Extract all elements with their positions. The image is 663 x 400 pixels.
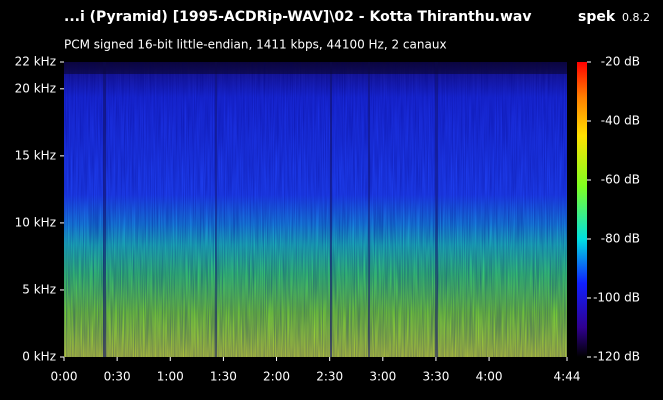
x-tick-label: 4:00: [476, 370, 503, 384]
spectrogram-texture: [64, 62, 567, 357]
color-bar-label: -100 dB: [593, 291, 640, 305]
y-tick-label: 20 kHz: [15, 81, 56, 95]
x-tick-label: 1:30: [210, 370, 237, 384]
color-bar-label: -120 dB: [593, 350, 640, 364]
x-tick-label: 1:00: [157, 370, 184, 384]
x-tick-label: 4:44: [554, 370, 581, 384]
spectrogram-stripe: [435, 62, 438, 357]
y-tick-label: 5 kHz: [22, 282, 56, 296]
x-tick-label: 2:00: [263, 370, 290, 384]
app-version: 0.8.2: [622, 11, 650, 24]
spectrogram-stripe: [368, 62, 370, 357]
spectrogram-stripe: [103, 62, 106, 357]
x-tick-label: 0:30: [104, 370, 131, 384]
spectrogram-stripe: [215, 62, 217, 357]
x-tick-label: 3:00: [369, 370, 396, 384]
y-tick-label: 0 kHz: [22, 350, 56, 364]
color-bar-label: -20 dB: [601, 55, 640, 69]
color-bar-label: -60 dB: [601, 173, 640, 187]
color-bar-label: -80 dB: [601, 232, 640, 246]
x-tick-label: 3:30: [422, 370, 449, 384]
x-tick-label: 2:30: [316, 370, 343, 384]
spectrogram: [64, 62, 567, 357]
y-tick-label: 10 kHz: [15, 215, 56, 229]
spectrogram-top: [64, 62, 567, 74]
y-tick-label: 22 kHz: [15, 55, 56, 69]
y-tick-label: 15 kHz: [15, 148, 56, 162]
file-title: ...i (Pyramid) [1995-ACDRip-WAV]\02 - Ko…: [64, 9, 532, 25]
spectrogram-stripe: [330, 62, 332, 357]
color-bar-label: -40 dB: [601, 114, 640, 128]
x-tick-label: 0:00: [51, 370, 78, 384]
color-bar: [577, 62, 587, 357]
app-name: spek: [578, 9, 616, 25]
subtitle: PCM signed 16-bit little-endian, 1411 kb…: [64, 38, 447, 52]
